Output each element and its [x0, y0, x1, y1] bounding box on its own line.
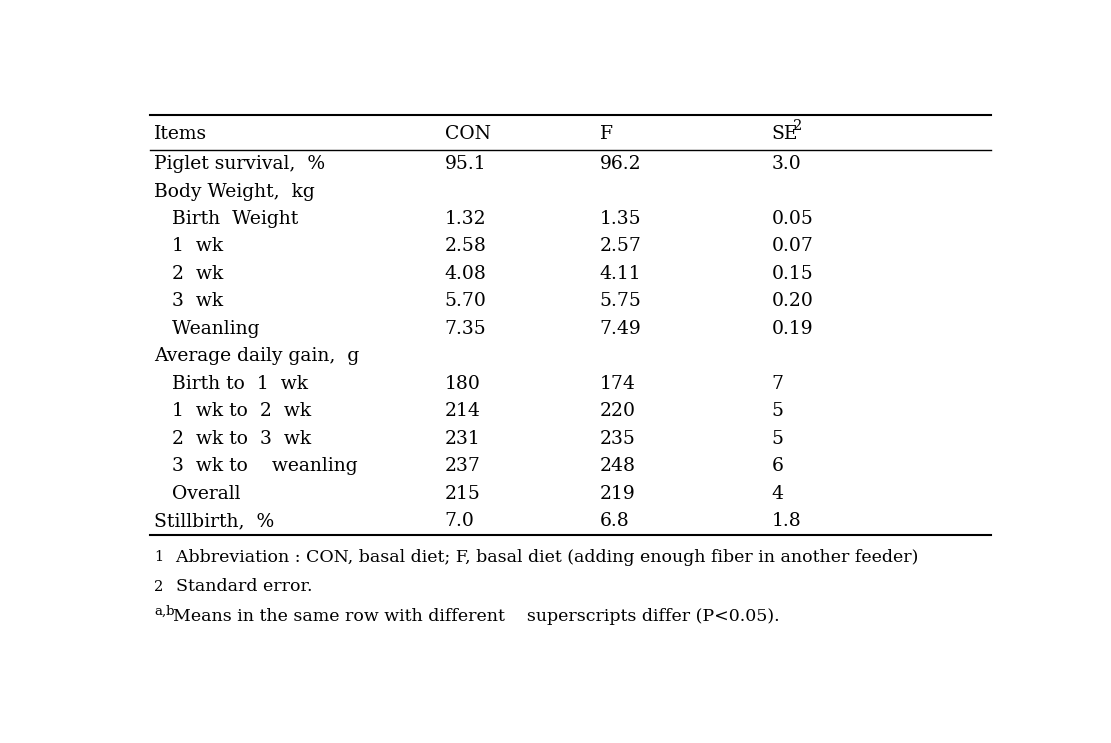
Text: Stillbirth,  %: Stillbirth, % [154, 512, 274, 530]
Text: 7.35: 7.35 [444, 320, 487, 338]
Text: 6: 6 [772, 457, 783, 476]
Text: 0.07: 0.07 [772, 238, 813, 256]
Text: 0.05: 0.05 [772, 210, 813, 228]
Text: a,b: a,b [154, 604, 174, 617]
Text: 1: 1 [154, 550, 163, 564]
Text: 5.75: 5.75 [600, 293, 641, 311]
Text: 219: 219 [600, 484, 635, 503]
Text: F: F [600, 126, 612, 143]
Text: Average daily gain,  g: Average daily gain, g [154, 347, 360, 366]
Text: 5: 5 [772, 402, 783, 421]
Text: CON: CON [444, 126, 491, 143]
Text: 4.08: 4.08 [444, 265, 487, 283]
Text: 237: 237 [444, 457, 480, 476]
Text: Weanling: Weanling [154, 320, 260, 338]
Text: Piglet survival,  %: Piglet survival, % [154, 155, 326, 173]
Text: 220: 220 [600, 402, 635, 421]
Text: 5.70: 5.70 [444, 293, 487, 311]
Text: 1  wk: 1 wk [154, 238, 223, 256]
Text: 214: 214 [444, 402, 480, 421]
Text: 235: 235 [600, 429, 635, 448]
Text: 180: 180 [444, 374, 480, 393]
Text: 2  wk to  3  wk: 2 wk to 3 wk [154, 429, 311, 448]
Text: 7.0: 7.0 [444, 512, 474, 530]
Text: 3  wk to    weanling: 3 wk to weanling [154, 457, 358, 476]
Text: 248: 248 [600, 457, 635, 476]
Text: 231: 231 [444, 429, 480, 448]
Text: 2: 2 [154, 580, 163, 594]
Text: 1.35: 1.35 [600, 210, 641, 228]
Text: 96.2: 96.2 [600, 155, 641, 173]
Text: 7: 7 [772, 374, 783, 393]
Text: 95.1: 95.1 [444, 155, 487, 173]
Text: Overall: Overall [154, 484, 241, 503]
Text: Birth to  1  wk: Birth to 1 wk [154, 374, 309, 393]
Text: 2: 2 [793, 119, 802, 133]
Text: 0.20: 0.20 [772, 293, 813, 311]
Text: Standard error.: Standard error. [164, 578, 312, 595]
Text: Abbreviation : CON, basal diet; F, basal diet (adding enough fiber in another fe: Abbreviation : CON, basal diet; F, basal… [164, 548, 918, 565]
Text: Body Weight,  kg: Body Weight, kg [154, 183, 316, 201]
Text: 7.49: 7.49 [600, 320, 641, 338]
Text: 174: 174 [600, 374, 635, 393]
Text: 0.15: 0.15 [772, 265, 813, 283]
Text: Birth  Weight: Birth Weight [154, 210, 299, 228]
Text: 1  wk to  2  wk: 1 wk to 2 wk [154, 402, 311, 421]
Text: 2  wk: 2 wk [154, 265, 223, 283]
Text: 3  wk: 3 wk [154, 293, 223, 311]
Text: 2.57: 2.57 [600, 238, 641, 256]
Text: 1.8: 1.8 [772, 512, 801, 530]
Text: 5: 5 [772, 429, 783, 448]
Text: 2.58: 2.58 [444, 238, 487, 256]
Text: 215: 215 [444, 484, 480, 503]
Text: Items: Items [154, 126, 208, 143]
Text: 0.19: 0.19 [772, 320, 813, 338]
Text: 4.11: 4.11 [600, 265, 641, 283]
Text: SE: SE [772, 126, 798, 143]
Text: Means in the same row with different    superscripts differ (P<0.05).: Means in the same row with different sup… [173, 608, 780, 625]
Text: 1.32: 1.32 [444, 210, 487, 228]
Text: 4: 4 [772, 484, 783, 503]
Text: 3.0: 3.0 [772, 155, 801, 173]
Text: 6.8: 6.8 [600, 512, 629, 530]
